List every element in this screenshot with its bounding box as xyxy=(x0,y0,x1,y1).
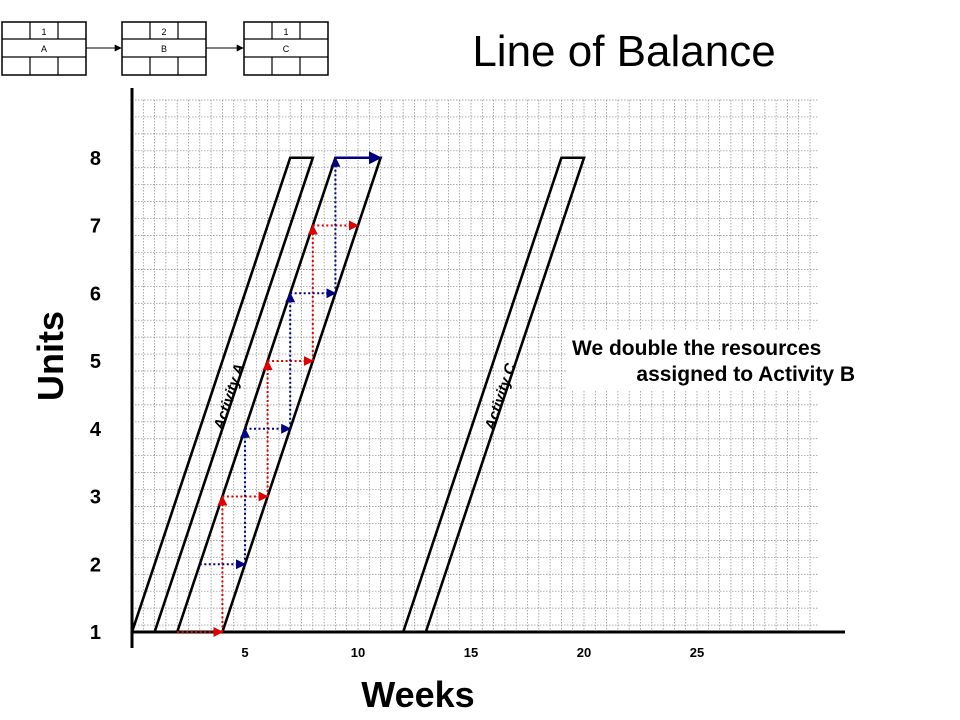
y-tick-label: 2 xyxy=(90,554,101,576)
node-duration: 1 xyxy=(41,27,46,37)
x-tick-label: 25 xyxy=(690,645,704,660)
y-tick-label: 5 xyxy=(90,351,101,373)
node-box xyxy=(1,21,87,76)
node-box xyxy=(243,21,329,76)
x-tick-label: 15 xyxy=(464,645,478,660)
axes xyxy=(130,88,845,648)
y-axis-label: Units xyxy=(30,311,71,401)
node-name: A xyxy=(41,44,47,54)
node-box xyxy=(121,21,207,76)
annotation-background xyxy=(566,330,832,390)
node-duration: 2 xyxy=(161,27,166,37)
y-tick-label: 7 xyxy=(90,216,101,238)
y-tick-label: 1 xyxy=(90,622,101,644)
y-tick-label: 3 xyxy=(90,487,101,509)
activity-band xyxy=(401,156,586,633)
chart-title: Line of Balance xyxy=(472,27,775,76)
node-name: C xyxy=(283,44,290,54)
y-tick-labels: 1 2 3 4 5 6 7 8 xyxy=(90,148,102,644)
activity-node: 2B xyxy=(121,21,207,76)
y-tick-label: 4 xyxy=(90,419,102,441)
node-name: B xyxy=(161,44,167,54)
annotation-box: We double the resources assigned to Acti… xyxy=(566,330,855,390)
annotation-line-1: We double the resources xyxy=(572,337,821,360)
y-tick-label: 6 xyxy=(90,283,101,305)
grid xyxy=(132,99,818,632)
node-duration: 1 xyxy=(283,27,288,37)
x-tick-label: 20 xyxy=(577,645,591,660)
x-tick-labels: 5 10 15 20 25 xyxy=(241,645,704,660)
x-axis-label: Weeks xyxy=(361,674,474,715)
x-tick-label: 5 xyxy=(241,645,248,660)
series-label: Activity A xyxy=(210,362,248,433)
annotation-line-2: assigned to Activity B xyxy=(636,363,855,386)
activity-band xyxy=(130,156,315,633)
resource-moves xyxy=(177,152,382,637)
activity-node: 1C xyxy=(243,21,329,76)
y-tick-label: 8 xyxy=(90,148,101,170)
activity-node: 1A xyxy=(1,21,87,76)
x-tick-label: 10 xyxy=(351,645,365,660)
